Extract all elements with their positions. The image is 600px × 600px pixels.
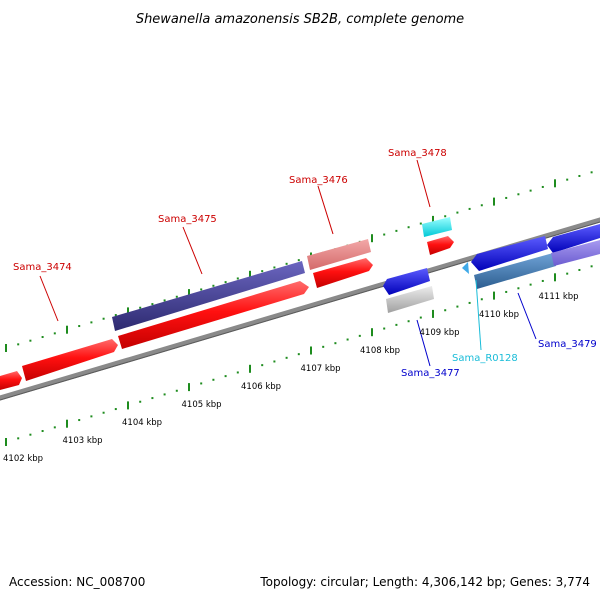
gene-label-sama-r0128[interactable]: Sama_R0128	[452, 353, 518, 364]
kbp-tick-label: 4105 kbp	[182, 400, 222, 410]
gene-arrow-sama-3474[interactable]	[22, 339, 118, 381]
label-leaders	[39, 159, 537, 367]
gene-label-sama-3478[interactable]: Sama_3478	[388, 148, 447, 159]
accession-text: Accession: NC_008700	[9, 575, 145, 589]
gene-band-sama-3478[interactable]	[422, 217, 452, 237]
gene-label-sama-3475[interactable]: Sama_3475	[158, 214, 217, 225]
gene-band-sama-3479[interactable]	[474, 253, 556, 289]
forward-genes	[0, 217, 454, 390]
gene-arrow-sama-3476-red[interactable]	[313, 258, 373, 288]
gene-band-sama-3475[interactable]	[112, 261, 305, 331]
map-title: Shewanella amazonensis SB2B, complete ge…	[136, 12, 464, 27]
gene-band-sama-3477[interactable]	[386, 286, 434, 313]
kbp-labels: 4102 kbp 4103 kbp 4104 kbp 4105 kbp 4106 kbp…	[3, 292, 579, 464]
kbp-tick-label: 4109 kbp	[420, 328, 460, 338]
kbp-tick-label: 4103 kbp	[63, 436, 103, 446]
kbp-tick-label: 4104 kbp	[122, 418, 162, 428]
gene-arrow-partial[interactable]	[0, 371, 22, 390]
kbp-ruler	[5, 265, 593, 446]
genome-summary-text: Topology: circular; Length: 4,306,142 bp…	[259, 575, 590, 589]
gene-arrow-sama-3475-red[interactable]	[118, 281, 309, 349]
gene-arrow-sama-3479[interactable]	[471, 236, 548, 271]
gene-label-sama-3474[interactable]: Sama_3474	[13, 262, 72, 273]
gene-label-sama-3477[interactable]: Sama_3477	[401, 368, 460, 379]
gene-arrow-sama-r0128[interactable]	[462, 262, 469, 274]
kbp-tick-label: 4108 kbp	[360, 346, 400, 356]
kbp-tick-label: 4110 kbp	[479, 310, 519, 320]
gene-arrow-sama-3477[interactable]	[383, 268, 430, 295]
kbp-tick-label: 4111 kbp	[539, 292, 579, 302]
gene-arrow-sama-3478-red[interactable]	[427, 236, 454, 255]
kbp-tick-label: 4106 kbp	[241, 382, 281, 392]
gene-arrow-next[interactable]	[547, 224, 600, 253]
reverse-genes	[383, 224, 600, 313]
kbp-tick-label: 4102 kbp	[3, 454, 43, 464]
gene-band-next[interactable]	[551, 240, 600, 266]
gene-labels: Sama_3474 Sama_3475 Sama_3476 Sama_3478 …	[13, 148, 597, 379]
gene-label-sama-3476[interactable]: Sama_3476	[289, 175, 348, 186]
gene-band-sama-3476[interactable]	[307, 239, 371, 270]
kbp-tick-label: 4107 kbp	[301, 364, 341, 374]
gene-label-sama-3479[interactable]: Sama_3479	[538, 339, 597, 350]
